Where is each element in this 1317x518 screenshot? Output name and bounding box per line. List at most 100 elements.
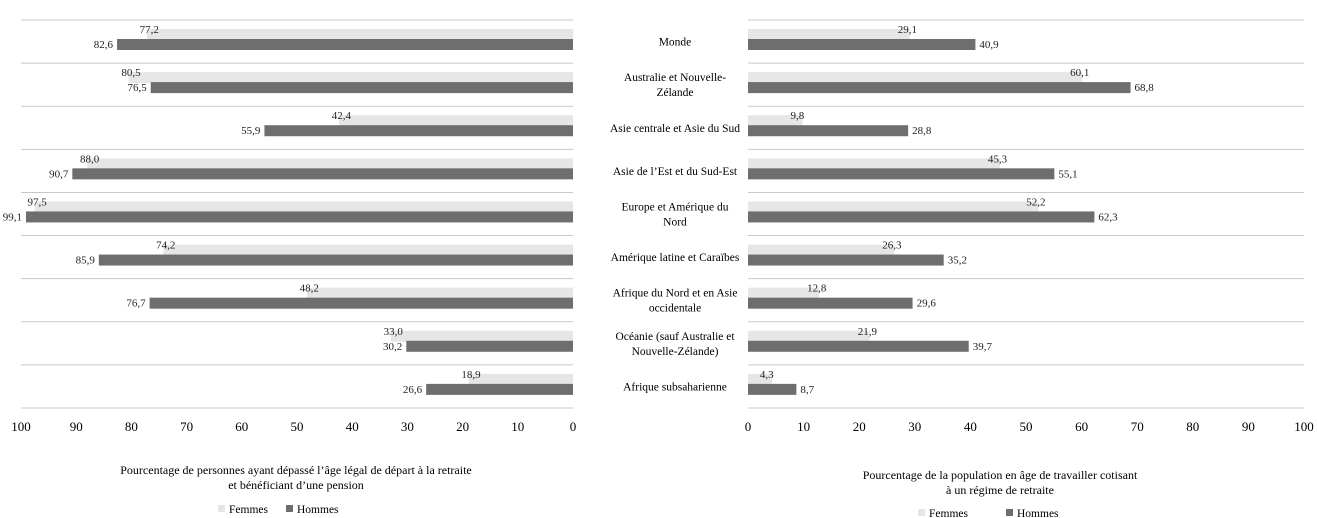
category-label: Monde [659, 37, 692, 49]
category-label-line: Asie centrale et Asie du Sud [610, 123, 740, 135]
category-label: Océanie (sauf Australie et Nouvelle-Zélan… [615, 331, 735, 358]
tick-label-left: 20 [456, 419, 469, 434]
data-labels: 77,2 80,5 42,4 88,0 97,5 74,2 48,2 33,0 18,9 82,6… [3, 24, 1155, 396]
category-label: Asie de l’Est et du Sud-Est [613, 166, 738, 178]
data-label-left: 99,1 [3, 211, 22, 223]
tick-label-left: 50 [291, 419, 304, 434]
category-label-line: Zélande [656, 87, 693, 99]
legends: Femmes Hommes Femmes Hommes [218, 504, 1059, 518]
axis-title-left: et bénéficiant d’une pension [228, 478, 364, 492]
bar-left-femmes [87, 158, 574, 170]
bar-left-femmes [146, 29, 573, 40]
data-label-right: 21,9 [858, 326, 878, 338]
data-label-left: 26,6 [403, 384, 423, 396]
legend-swatch-femmes [918, 509, 925, 516]
category-label: Afrique subsaharienne [623, 381, 727, 393]
axis-title-right: à un régime de retraite [946, 483, 1054, 497]
bar-right-femmes [748, 330, 870, 342]
data-label-right: 4,3 [760, 369, 774, 381]
bar-right-hommes [748, 297, 913, 309]
data-label-left: 42,4 [332, 110, 352, 122]
tick-label-left: 0 [570, 419, 577, 434]
bars [25, 29, 1131, 395]
data-label-left: 90,7 [49, 168, 69, 180]
data-label-right: 29,6 [917, 298, 937, 310]
tick-label-right: 0 [745, 419, 752, 434]
tick-label-right: 80 [1186, 419, 1199, 434]
bar-right-femmes [748, 72, 1083, 84]
tick-label-left: 10 [511, 419, 524, 434]
data-label-right: 35,2 [948, 255, 967, 267]
bar-right-hommes [748, 125, 909, 137]
legend-swatch-hommes [1006, 509, 1013, 516]
data-label-right: 45,3 [988, 153, 1008, 165]
data-label-left: 85,9 [76, 255, 96, 267]
category-label-line: Amérique latine et Caraïbes [611, 252, 740, 264]
data-label-right: 52,2 [1026, 196, 1045, 208]
data-label-left: 88,0 [80, 153, 100, 165]
data-label-right: 62,3 [1098, 211, 1118, 223]
bar-right-femmes [748, 29, 910, 40]
data-label-left: 30,2 [383, 341, 402, 353]
bar-left-hommes [149, 297, 573, 309]
data-label-right: 8,7 [800, 384, 814, 396]
tick-label-left: 80 [125, 419, 138, 434]
bar-left-hommes [117, 39, 573, 50]
bar-right-hommes [748, 254, 944, 266]
category-label: Amérique latine et Caraïbes [611, 252, 740, 264]
bar-left-hommes [25, 211, 573, 223]
tick-label-right: 10 [797, 419, 810, 434]
category-label-line: Afrique du Nord et en Asie [613, 288, 738, 300]
bar-right-hommes [748, 211, 1095, 223]
category-label-line: Australie et Nouvelle- [624, 72, 726, 84]
data-label-left: 48,2 [300, 283, 319, 295]
tick-label-right: 20 [853, 419, 866, 434]
legend-label-femmes: Femmes [229, 504, 268, 516]
bar-right-hommes [748, 168, 1055, 180]
data-label-left: 76,7 [126, 298, 146, 310]
data-label-left: 80,5 [121, 67, 141, 79]
tick-label-right: 90 [1242, 419, 1255, 434]
category-label: Asie centrale et Asie du Sud [610, 123, 740, 135]
legend-label-femmes: Femmes [929, 508, 968, 518]
data-label-left: 33,0 [384, 326, 404, 338]
data-label-right: 26,3 [882, 240, 902, 252]
data-label-right: 29,1 [898, 24, 917, 36]
bar-right-hommes [748, 39, 976, 50]
bar-left-femmes [128, 72, 573, 84]
tick-label-left: 30 [401, 419, 414, 434]
data-label-right: 60,1 [1070, 67, 1089, 79]
bar-left-femmes [338, 115, 573, 127]
tick-label-left: 70 [180, 419, 193, 434]
category-label-line: Asie de l’Est et du Sud-Est [613, 166, 738, 178]
data-label-right: 12,8 [807, 283, 827, 295]
axis-title-right: Pourcentage de la population en âge de t… [863, 468, 1138, 482]
category-label: Europe et Amérique du Nord [622, 202, 729, 229]
bar-left-femmes [306, 287, 573, 299]
legend-swatch-hommes [286, 505, 293, 512]
bar-left-femmes [34, 201, 574, 213]
data-label-left: 74,2 [156, 240, 175, 252]
data-label-left: 76,5 [127, 82, 147, 94]
category-label-line: Nord [663, 217, 687, 229]
bar-left-femmes [468, 373, 573, 385]
data-label-right: 28,8 [912, 125, 932, 137]
bar-right-femmes [748, 244, 895, 256]
data-label-right: 55,1 [1058, 168, 1077, 180]
data-label-right: 68,8 [1135, 82, 1155, 94]
category-labels: Monde Australie et Nouvelle- Zélande Asie c… [610, 37, 740, 394]
data-label-right: 9,8 [790, 110, 804, 122]
bar-left-hommes [150, 82, 573, 94]
data-label-left: 82,6 [94, 39, 114, 51]
legend-swatch-femmes [218, 505, 225, 512]
legend-label-hommes: Hommes [1017, 508, 1059, 518]
category-label: Australie et Nouvelle- Zélande [624, 72, 726, 99]
data-label-right: 39,7 [973, 341, 993, 353]
tick-label-right: 60 [1075, 419, 1088, 434]
tick-label-left: 40 [346, 419, 359, 434]
tick-label-right: 100 [1294, 419, 1314, 434]
category-label-line: occidentale [649, 303, 701, 315]
bar-right-femmes [748, 115, 803, 127]
